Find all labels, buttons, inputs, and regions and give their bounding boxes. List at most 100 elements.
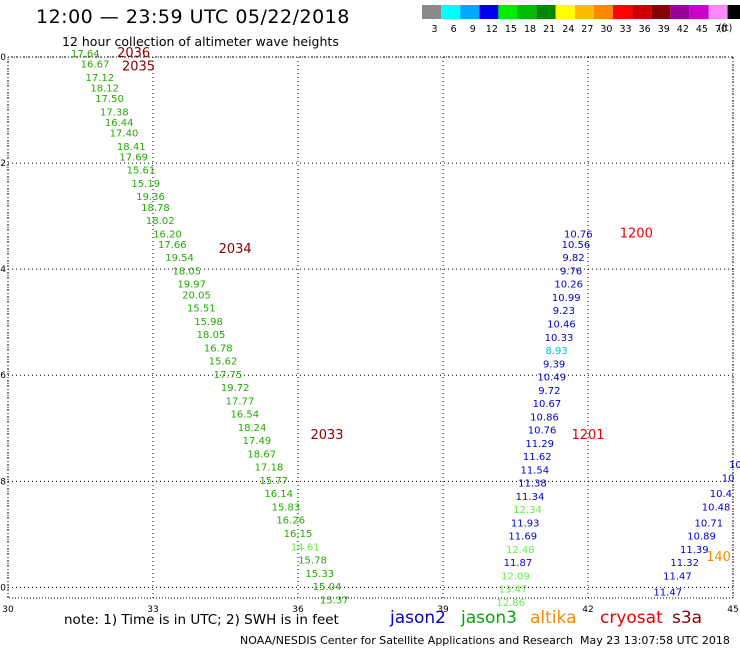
swh-value-jason3_west-19: 19.97 xyxy=(177,280,206,291)
pass-label-1201: 1201 xyxy=(571,428,604,443)
generation-timestamp: May 23 13:07:58 UTC 2018 xyxy=(580,634,730,647)
legend-tick-70: 70 xyxy=(715,24,727,35)
swh-value-jason3_west-24: 16.78 xyxy=(204,343,233,354)
swh-value-jason2_east-10: 9.39 xyxy=(543,359,565,370)
swh-value-jason3_west-42: 15.04 xyxy=(313,582,342,593)
swh-value-jason2_east-11: 10.49 xyxy=(537,373,566,384)
swh-value-jason2_east-13: 10.67 xyxy=(533,399,562,410)
swh-value-jason3_west-33: 17.18 xyxy=(255,463,284,474)
swh-value-jason2_east-27: 13.47 xyxy=(499,585,528,596)
legend-swatch-13 xyxy=(670,5,690,19)
swh-value-jason3_west-16: 17.66 xyxy=(158,240,187,251)
swh-value-jason3_west-7: 17.40 xyxy=(110,129,139,140)
swh-value-jason3_west-25: 15.62 xyxy=(209,357,238,368)
pass-label-2036: 2036 xyxy=(117,46,150,61)
y-tick--56: -56 xyxy=(0,371,6,381)
swh-value-jason2_east-24: 12.48 xyxy=(506,545,535,556)
y-tick--58: -58 xyxy=(0,477,6,487)
legend-swatch-9 xyxy=(593,5,613,19)
swh-value-jason2_east-21: 12.34 xyxy=(513,505,542,516)
legend-swatch-1 xyxy=(441,5,461,19)
swh-value-jason2_far_east-9: 11.47 xyxy=(653,587,682,598)
swh-value-jason2_east-19: 11.38 xyxy=(518,479,547,490)
x-tick-39: 39 xyxy=(437,605,449,615)
swh-value-jason3_west-0: 17.64 xyxy=(71,49,100,60)
swh-value-jason3_west-12: 19.36 xyxy=(136,192,165,203)
swh-value-jason2_east-0: 10.76 xyxy=(564,229,593,240)
y-tick--60: -60 xyxy=(0,583,6,593)
swh-value-jason2_far_east-5: 10.89 xyxy=(687,532,716,543)
swh-value-jason2_east-4: 10.26 xyxy=(554,280,583,291)
swh-value-jason3_west-6: 16.44 xyxy=(105,118,134,129)
legend-tick-30: 30 xyxy=(600,24,612,35)
swh-value-jason2_east-3: 9.76 xyxy=(560,266,582,277)
satellite-label-altika: altika xyxy=(530,608,577,628)
legend-tick-18: 18 xyxy=(524,24,536,35)
x-tick-42: 42 xyxy=(582,605,593,615)
legend-tick-36: 36 xyxy=(639,24,651,35)
swh-value-jason3_west-35: 16.14 xyxy=(264,489,293,500)
x-tick-45: 45 xyxy=(727,605,738,615)
pass-label-2034: 2034 xyxy=(219,242,252,257)
legend-swatch-6 xyxy=(536,5,556,19)
legend-tick-9: 9 xyxy=(470,24,476,35)
swh-value-jason3_west-34: 15.77 xyxy=(260,476,289,487)
swh-value-jason3_west-18: 18.05 xyxy=(173,266,202,277)
swh-value-jason2_east-2: 9.82 xyxy=(562,253,584,264)
legend-tick-6: 6 xyxy=(451,24,457,35)
swh-value-jason2_east-6: 9.23 xyxy=(553,306,575,317)
swh-value-jason3_west-22: 15.98 xyxy=(194,317,223,328)
page-title: 12:00 — 23:59 UTC 05/22/2018 xyxy=(36,6,350,28)
legend-tick-21: 21 xyxy=(543,24,555,35)
swh-value-jason3_west-32: 18.67 xyxy=(247,449,276,460)
swh-value-jason3_west-14: 18.02 xyxy=(146,216,175,227)
color-scale-legend: 3 6 9 12 15 18 21 24 27 30 33 36 39 42 45 70 xyxy=(422,5,740,35)
swh-value-jason2_far_east-3: 10.48 xyxy=(702,502,731,513)
legend-tick-33: 33 xyxy=(620,24,632,35)
swh-value-jason2_far_east-4: 10.71 xyxy=(695,518,724,529)
swh-value-jason2_east-9: 8.93 xyxy=(545,346,567,357)
swh-value-jason2_east-5: 10.99 xyxy=(552,293,581,304)
swh-value-jason2_east-7: 10.46 xyxy=(547,320,576,331)
x-tick-30: 30 xyxy=(2,605,14,615)
swh-value-jason2_far_east-0: 10 xyxy=(729,460,740,471)
swh-value-jason3_west-20: 20.05 xyxy=(182,290,211,301)
legend-swatch-16 xyxy=(727,5,740,19)
swh-value-jason2_far_east-6: 11.39 xyxy=(680,545,709,556)
swh-value-jason2_east-14: 10.86 xyxy=(530,412,559,423)
legend-swatch-5 xyxy=(517,5,537,19)
swh-value-jason3_west-27: 19.72 xyxy=(221,383,250,394)
swh-value-jason2_east-26: 12.09 xyxy=(501,571,530,582)
legend-tick-12: 12 xyxy=(486,24,498,35)
swh-value-jason2_east-15: 10.76 xyxy=(528,426,557,437)
swh-value-jason2_far_east-7: 11.32 xyxy=(670,558,699,569)
pass-label-1200: 1200 xyxy=(620,226,653,241)
swh-value-jason3_west-29: 16.54 xyxy=(231,410,260,421)
swh-value-jason2_east-17: 11.62 xyxy=(523,452,552,463)
legend-swatch-4 xyxy=(498,5,518,19)
legend-swatch-11 xyxy=(632,5,652,19)
swh-value-jason2_east-22: 11.93 xyxy=(511,518,540,529)
swh-value-jason3_west-40: 15.78 xyxy=(298,556,327,567)
swh-value-jason2_east-25: 11.87 xyxy=(504,558,533,569)
swh-value-jason3_west-2: 17.12 xyxy=(86,73,115,84)
legend-tick-39: 39 xyxy=(658,24,670,35)
swh-value-jason3_west-30: 18.24 xyxy=(238,423,267,434)
swh-value-jason3_west-21: 15.51 xyxy=(187,304,216,315)
swh-value-jason3_west-17: 19.54 xyxy=(165,253,194,264)
pass-label-2035: 2035 xyxy=(122,59,155,74)
legend-swatch-8 xyxy=(574,5,594,19)
footer-note: note: 1) Time is in UTC; 2) SWH is in fe… xyxy=(64,612,339,628)
legend-swatch-10 xyxy=(613,5,633,19)
satellite-label-cryosat: cryosat xyxy=(600,608,663,628)
swh-value-jason3_west-36: 15.83 xyxy=(272,502,301,513)
swh-value-jason3_west-13: 18.78 xyxy=(141,203,170,214)
legend-swatch-0 xyxy=(422,5,442,19)
legend-swatch-7 xyxy=(555,5,575,19)
credit-line: NOAA/NESDIS Center for Satellite Applica… xyxy=(240,634,574,647)
satellite-label-s3a: s3a xyxy=(672,608,703,628)
swh-value-jason2_east-16: 11.29 xyxy=(525,439,554,450)
legend-swatch-12 xyxy=(651,5,671,19)
swh-value-jason2_east-12: 9.72 xyxy=(538,386,560,397)
legend-tick-45: 45 xyxy=(696,24,708,35)
